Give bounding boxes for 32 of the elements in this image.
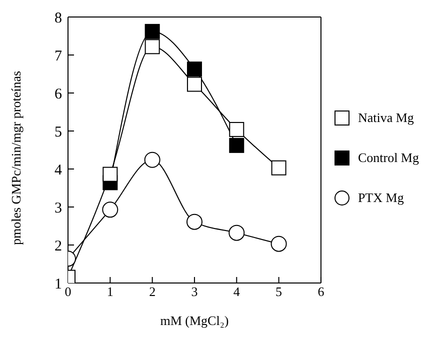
x-tick-label: 3: [191, 284, 198, 300]
x-tick-label: 0: [64, 284, 72, 300]
point: [102, 166, 118, 182]
x-tick-label: 5: [276, 284, 282, 300]
y-tick-label: 3: [54, 200, 62, 216]
point: [229, 122, 244, 137]
legend-label: Control Mg: [358, 150, 419, 166]
y-tick-label: 8: [54, 10, 62, 26]
point: [270, 236, 287, 252]
point: [102, 202, 118, 218]
point: [186, 62, 202, 77]
point: [186, 76, 202, 92]
point: [228, 224, 245, 241]
point: [144, 24, 160, 39]
y-tick-label: 7: [54, 48, 62, 64]
point: [144, 152, 160, 168]
legend-label: Nativa Mg: [358, 110, 414, 126]
y-tick-label: 5: [54, 124, 62, 140]
x-tick-label: 2: [149, 284, 156, 300]
y-tick-label: 2: [54, 238, 62, 254]
point: [186, 214, 202, 230]
point: [144, 39, 160, 54]
y-tick-label: 4: [54, 162, 62, 178]
x-tick-label: 1: [106, 284, 114, 300]
legend-label: PTX Mg: [358, 190, 404, 206]
point: [229, 138, 244, 153]
point: [271, 160, 286, 176]
y-axis-title: pmoles GMPc/min/mgr proteínas: [8, 70, 24, 245]
x-tick-label: 4: [233, 284, 240, 300]
x-tick-label: 6: [318, 284, 325, 300]
x-axis-title: mM (MgCl₂): [160, 313, 229, 328]
y-tick-label: 6: [54, 86, 62, 102]
